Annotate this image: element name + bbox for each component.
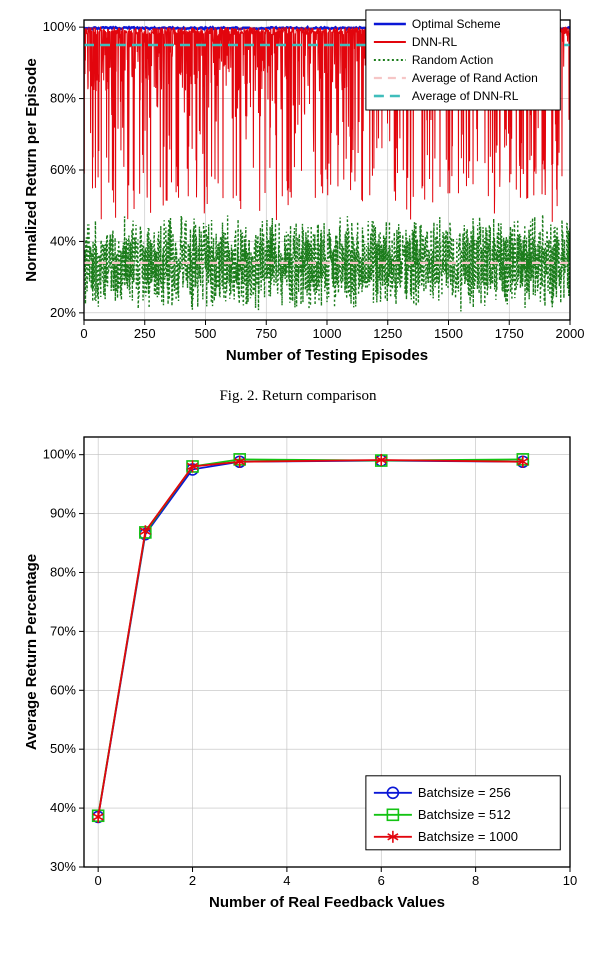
- svg-text:20%: 20%: [50, 305, 76, 320]
- figure-1-chart: 0 250 500 750 1000 1250 1500 1750 2000 20% 40% 60% 8…: [12, 8, 584, 378]
- svg-text:90%: 90%: [50, 506, 76, 521]
- svg-text:80%: 80%: [50, 91, 76, 106]
- svg-text:Optimal Scheme: Optimal Scheme: [412, 17, 501, 31]
- figure-2-chart: 0 2 4 6 8 10 30% 40% 50% 60% 70% 80% 90% 100% Number o…: [12, 423, 584, 923]
- svg-text:100%: 100%: [43, 447, 77, 462]
- svg-text:2000: 2000: [556, 326, 584, 341]
- svg-text:Average of DNN-RL: Average of DNN-RL: [412, 89, 519, 103]
- svg-text:1500: 1500: [434, 326, 463, 341]
- svg-text:Random Action: Random Action: [412, 53, 493, 67]
- svg-text:100%: 100%: [43, 19, 77, 34]
- svg-text:70%: 70%: [50, 623, 76, 638]
- svg-text:250: 250: [134, 326, 156, 341]
- svg-text:10: 10: [563, 873, 577, 888]
- svg-text:Batchsize = 512: Batchsize = 512: [418, 807, 511, 822]
- svg-text:750: 750: [255, 326, 277, 341]
- svg-text:40%: 40%: [50, 233, 76, 248]
- svg-text:Number of Real Feedback Values: Number of Real Feedback Values: [209, 894, 445, 911]
- svg-text:DNN-RL: DNN-RL: [412, 35, 458, 49]
- svg-text:40%: 40%: [50, 800, 76, 815]
- svg-text:0: 0: [95, 873, 102, 888]
- svg-text:Batchsize = 256: Batchsize = 256: [418, 785, 511, 800]
- svg-text:2: 2: [189, 873, 196, 888]
- figure-2: 0 2 4 6 8 10 30% 40% 50% 60% 70% 80% 90% 100% Number o…: [0, 415, 596, 927]
- svg-text:60%: 60%: [50, 162, 76, 177]
- svg-text:60%: 60%: [50, 682, 76, 697]
- svg-text:500: 500: [195, 326, 217, 341]
- svg-text:30%: 30%: [50, 859, 76, 874]
- svg-text:0: 0: [80, 326, 87, 341]
- svg-text:Normalized Return per Episode: Normalized Return per Episode: [23, 58, 40, 281]
- svg-text:6: 6: [378, 873, 385, 888]
- svg-text:1250: 1250: [373, 326, 402, 341]
- svg-text:50%: 50%: [50, 741, 76, 756]
- svg-text:Average Return Percentage: Average Return Percentage: [23, 554, 40, 750]
- svg-text:Average of Rand Action: Average of Rand Action: [412, 71, 538, 85]
- figure-1-caption: Fig. 2. Return comparison: [0, 382, 596, 415]
- figure-1: 0 250 500 750 1000 1250 1500 1750 2000 20% 40% 60% 8…: [0, 0, 596, 382]
- svg-text:80%: 80%: [50, 564, 76, 579]
- svg-text:1750: 1750: [495, 326, 524, 341]
- svg-text:1000: 1000: [313, 326, 342, 341]
- svg-text:8: 8: [472, 873, 479, 888]
- svg-text:Batchsize = 1000: Batchsize = 1000: [418, 829, 518, 844]
- svg-text:4: 4: [283, 873, 290, 888]
- svg-text:Number of Testing Episodes: Number of Testing Episodes: [226, 347, 428, 364]
